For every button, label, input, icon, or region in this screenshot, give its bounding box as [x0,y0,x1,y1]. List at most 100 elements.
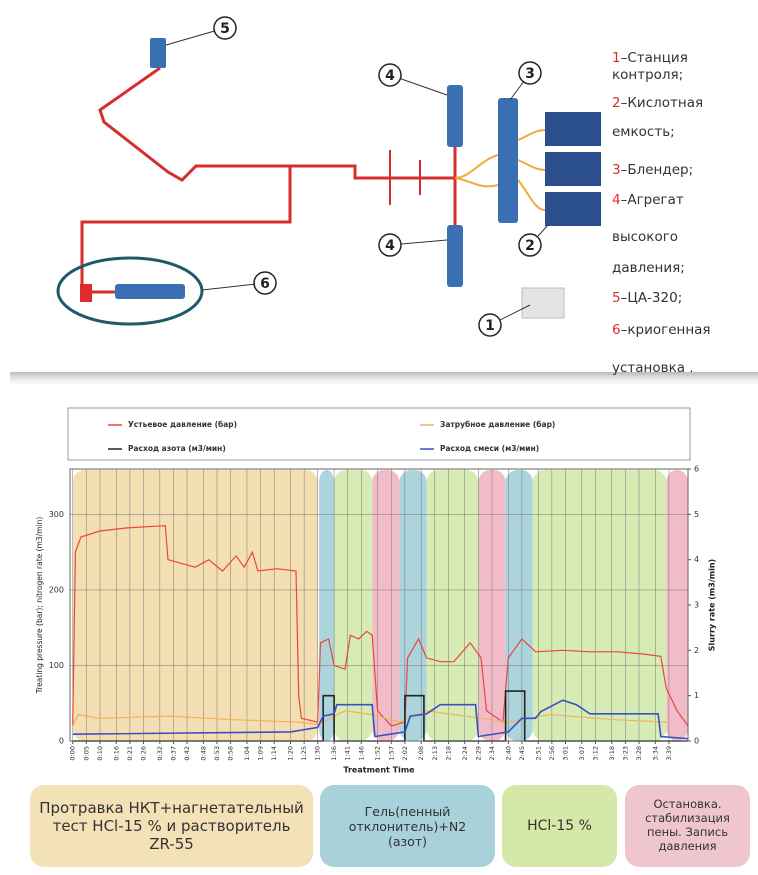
y2-tick-label: 6 [694,465,699,474]
x-tick-label: 2:18 [444,746,452,761]
legend-text: емкость; [612,124,675,140]
x-tick-label: 3:28 [635,746,643,761]
x-tick-label: 2:29 [474,746,482,761]
y-tick-label: 300 [49,510,64,519]
x-tick-label: 2:08 [417,746,425,761]
x-tick-label: 1:52 [374,746,382,761]
callout-number: 4 [385,68,395,84]
unit-4-top [447,85,463,147]
x-tick-label: 2:45 [518,746,526,761]
x-tick-label: 3:18 [608,746,616,761]
x-tick-label: 0:48 [199,746,207,761]
y2-tick-label: 2 [694,646,699,655]
callout-number: 5 [220,21,230,37]
x-tick-label: 3:12 [591,746,599,761]
x-tick-label: 3:39 [665,746,673,761]
legend-line: давления; [612,260,685,276]
unit-1 [522,288,564,318]
x-tick-label: 1:25 [300,746,308,761]
x-tick-label: 0:32 [156,746,164,761]
phase-band [334,470,372,741]
legend-number: 5 [612,290,621,306]
x-tick-label: 0:21 [126,746,134,761]
legend-line: контроля; [612,67,683,83]
x-tick-label: 1:41 [344,746,352,761]
callout-number: 2 [525,238,535,254]
x-tick-label: 0:26 [140,746,148,761]
x-axis-label: Treatment Time [343,766,415,775]
x-tick-label: 1:57 [387,746,395,761]
x-tick-label: 0:00 [69,746,77,761]
legend-line: 3–Блендер; [612,162,693,178]
legend-text: контроля; [612,67,683,83]
phase-box: Гель(пенный отклонитель)+N2 (азот) [320,785,495,867]
phase-box: Протравка НКТ+нагнетательный тест HCl-15… [30,785,313,867]
phase-band [427,470,479,741]
x-tick-label: 0:37 [169,746,177,761]
unit-4-bottom [447,225,463,287]
legend-number: 1 [612,50,621,66]
legend-text: –Станция [621,50,688,66]
plot [70,469,688,741]
phase-band [319,470,334,741]
x-tick-label: 1:30 [314,746,322,761]
legend-line: емкость; [612,124,675,140]
x-tick-label: 1:04 [243,746,251,761]
legend-label: Затрубное давление (бар) [440,420,555,429]
legend-line: 6–криогенная [612,322,711,338]
x-tick-label: 0:05 [82,746,90,761]
legend-line: установка . [612,360,694,376]
figure: 12344561–Станцияконтроля;2–Кислотнаяемко… [0,0,758,875]
legend-number: 4 [612,192,621,208]
callout-number: 6 [260,276,270,292]
unit-5 [150,38,166,68]
connector [80,284,92,302]
x-tick-label: 0:58 [227,746,235,761]
callout-number: 4 [385,238,395,254]
legend-label: Устьевое давление (бар) [128,420,237,429]
y-tick-label: 100 [49,661,64,670]
x-tick-label: 0:53 [213,746,221,761]
x-tick-label: 0:10 [96,746,104,761]
legend-line: высокого [612,229,678,245]
x-tick-label: 3:23 [621,746,629,761]
x-tick-label: 1:20 [287,746,295,761]
y2-tick-label: 5 [694,510,699,519]
x-tick-label: 2:51 [534,746,542,761]
x-tick-label: 2:34 [488,746,496,761]
legend-line: 5–ЦА-320; [612,290,682,306]
phase-box: HCl-15 % [502,785,617,867]
y-axis-label: Treating pressure (bar); nitrogen rate (… [35,517,44,695]
callout-number: 3 [525,66,535,82]
legend-line: 1–Станция [612,50,688,66]
tank [545,112,601,146]
legend-text: –Агрегат [621,192,684,208]
legend-text: –криогенная [621,322,711,338]
y2-tick-label: 0 [694,737,699,746]
x-tick-label: 3:07 [578,746,586,761]
phase-band [399,470,426,741]
unit-3 [498,98,518,223]
legend-number: 6 [612,322,621,338]
y2-tick-label: 3 [694,601,699,610]
phase-band [666,470,688,741]
legend-line: 2–Кислотная [612,95,703,111]
x-tick-label: 2:02 [401,746,409,761]
x-tick-label: 1:14 [270,746,278,761]
y2-axis-label: Slurry rate (m3/min) [708,559,717,651]
phase-box: Остановка. стабилизация пены. Запись дав… [625,785,750,867]
x-tick-label: 2:24 [461,746,469,761]
legend-text: –ЦА-320; [621,290,683,306]
x-tick-label: 1:46 [357,746,365,761]
legend-label: Расход азота (м3/мин) [128,444,226,453]
phase-band [506,470,533,741]
legend-label: Расход смеси (м3/мин) [440,444,539,453]
phase-band [73,470,318,741]
legend-line: 4–Агрегат [612,192,684,208]
callout-number: 1 [485,318,495,334]
legend-text: высокого [612,229,678,245]
y2-tick-label: 4 [694,555,699,564]
tank [545,192,601,226]
y-tick-label: 200 [49,585,64,594]
legend-number: 3 [612,162,621,178]
